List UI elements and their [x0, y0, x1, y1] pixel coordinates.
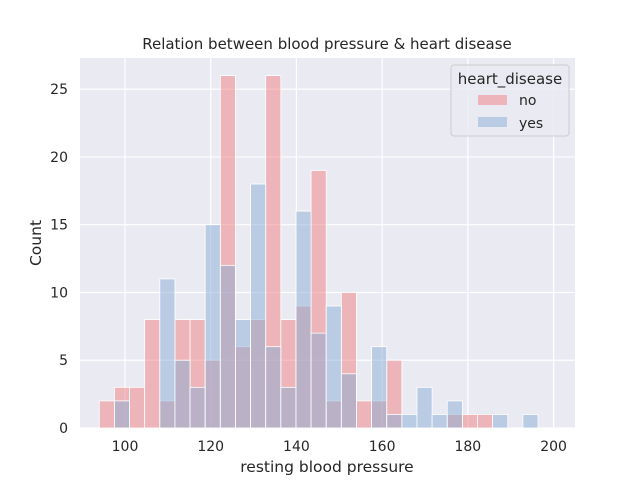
bar-yes-12	[280, 386, 297, 429]
y-tick-label: 20	[50, 150, 68, 166]
bar-yes-15	[325, 305, 342, 429]
legend-title: heart_disease	[458, 70, 562, 89]
bar-yes-22	[431, 414, 448, 429]
chart-title: Relation between blood pressure & heart …	[142, 35, 512, 53]
bar-yes-8	[219, 264, 236, 429]
bar-yes-23	[446, 400, 463, 429]
bar-yes-10	[250, 183, 267, 429]
bar-yes-26	[492, 414, 509, 429]
bar-no-24	[461, 414, 478, 429]
x-axis-label: resting blood pressure	[240, 458, 413, 476]
y-tick-labels: 0 5 10 15 20 25	[50, 82, 68, 437]
bar-yes-21	[416, 386, 433, 429]
legend-label-no: no	[519, 93, 536, 109]
legend: heart_disease no yes	[450, 64, 570, 137]
bar-yes-4	[159, 278, 176, 429]
bar-yes-6	[189, 386, 206, 429]
bar-yes-18	[371, 346, 388, 429]
x-tick-label: 180	[454, 439, 481, 455]
y-axis-label: Count	[27, 220, 45, 266]
bar-yes-28	[522, 414, 539, 429]
x-tick-label: 100	[112, 439, 139, 455]
bar-yes-13	[295, 210, 312, 429]
bars-layer	[98, 75, 539, 429]
bar-yes-5	[174, 359, 191, 429]
bar-no-0	[98, 400, 115, 429]
bar-yes-7	[204, 224, 221, 429]
legend-label-yes: yes	[519, 116, 543, 132]
bar-yes-11	[265, 346, 282, 429]
bar-no-2	[129, 386, 146, 429]
y-tick-label: 0	[59, 421, 68, 437]
bar-yes-16	[340, 373, 357, 429]
x-tick-label: 120	[197, 439, 224, 455]
bar-no-25	[477, 414, 494, 429]
bar-no-3	[144, 319, 161, 429]
legend-swatch-no	[478, 95, 507, 105]
y-tick-label: 10	[50, 285, 68, 301]
bar-yes-20	[401, 414, 418, 429]
y-tick-label: 5	[59, 353, 68, 369]
bar-yes-1	[114, 400, 130, 429]
x-tick-label: 200	[540, 439, 567, 455]
x-tick-labels: 100 120 140 160 180 200	[112, 439, 567, 455]
x-tick-label: 140	[283, 439, 310, 455]
x-tick-label: 160	[369, 439, 396, 455]
y-tick-label: 25	[50, 82, 68, 98]
bar-no-17	[356, 400, 373, 429]
bar-yes-19	[386, 414, 403, 429]
y-tick-label: 15	[50, 218, 68, 234]
legend-swatch-yes	[478, 117, 507, 127]
bar-yes-14	[310, 332, 327, 429]
bar-yes-9	[235, 319, 251, 429]
